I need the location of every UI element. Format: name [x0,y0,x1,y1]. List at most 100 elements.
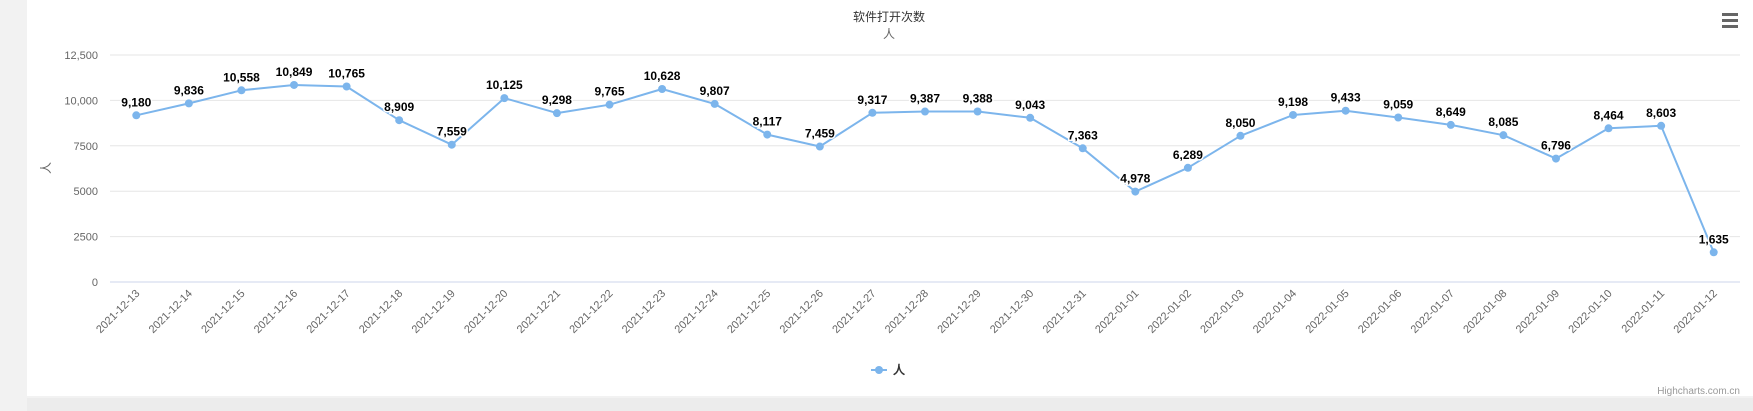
data-point[interactable] [1551,154,1560,163]
x-tick-label: 2021-12-19 [410,288,458,336]
legend-item-label: 人 [893,362,906,377]
data-point[interactable] [1078,144,1087,153]
x-tick-label: 2022-01-11 [1620,288,1668,336]
data-point[interactable] [868,108,877,117]
x-tick-label: 2021-12-21 [515,288,563,336]
legend-marker-symbol [875,366,883,374]
x-tick-label: 2022-01-10 [1566,288,1614,336]
data-label: 1,635 [1699,232,1729,246]
data-point[interactable] [1446,120,1455,129]
data-point[interactable] [552,109,561,118]
x-tick-label: 2022-01-08 [1461,288,1509,336]
x-tick-label: 2021-12-31 [1041,288,1089,336]
data-label: 4,978 [1120,172,1150,186]
data-label: 8,649 [1436,105,1466,119]
data-label: 10,628 [644,69,681,83]
data-point[interactable] [1183,163,1192,172]
data-point[interactable] [1709,248,1718,257]
chart-subtitle: 人 [883,27,895,41]
hamburger-menu-icon[interactable] [1718,10,1742,32]
data-points [132,80,1718,257]
x-tick-label: 2021-12-13 [94,288,142,336]
legend[interactable]: 人 [871,362,906,377]
data-point[interactable] [342,82,351,91]
chart-title: 软件打开次数 [853,9,925,24]
data-point[interactable] [1394,113,1403,122]
grid-layer [110,54,1740,283]
x-tick-label: 2021-12-27 [830,288,878,336]
data-point[interactable] [1289,110,1298,119]
x-tick-label: 2021-12-30 [988,288,1036,336]
y-tick-labels: 0 2500 5000 7500 10,000 12,500 [64,50,98,289]
data-label: 9,387 [910,92,940,106]
data-point[interactable] [921,107,929,116]
data-label: 8,117 [753,115,783,129]
data-label: 9,388 [963,92,993,106]
data-point[interactable] [1026,113,1035,122]
x-tick-label: 2021-12-17 [304,288,352,336]
data-point[interactable] [763,130,772,139]
x-tick-label: 2021-12-14 [147,288,195,336]
y-tick-label: 7500 [74,141,98,153]
data-label: 7,559 [437,125,467,139]
data-label: 8,909 [384,100,414,114]
data-labels: 9,180 9,836 10,558 10,849 10,765 8,909 7,559 10… [120,63,1731,247]
x-tick-label: 2021-12-26 [778,288,826,336]
data-point[interactable] [132,111,141,120]
data-point[interactable] [605,100,614,109]
y-tick-label: 0 [92,277,98,289]
data-label: 6,289 [1173,148,1203,162]
x-tick-label: 2021-12-28 [883,288,931,336]
data-point[interactable] [658,84,667,93]
data-point[interactable] [973,107,982,116]
data-point[interactable] [290,80,299,89]
x-tick-label: 2021-12-20 [462,288,510,336]
data-point[interactable] [1341,106,1350,115]
data-label: 8,603 [1646,106,1676,120]
y-tick-label: 5000 [74,186,98,198]
data-label: 9,298 [542,93,572,107]
x-tick-label: 2021-12-24 [673,288,721,336]
data-point[interactable] [1499,131,1508,140]
data-point[interactable] [395,116,404,125]
data-label: 9,836 [174,83,204,97]
x-tick-label: 2021-12-23 [620,288,668,336]
data-point[interactable] [1131,187,1140,196]
x-tick-label: 2021-12-15 [199,288,247,336]
credits-link[interactable]: Highcharts.com.cn [1657,386,1740,397]
x-tick-label: 2022-01-05 [1303,288,1351,336]
x-tick-label: 2022-01-09 [1514,288,1562,336]
data-point[interactable] [710,99,719,108]
x-tick-label: 2021-12-22 [567,288,615,336]
x-tick-label: 2022-01-03 [1198,288,1246,336]
x-tick-label: 2022-01-01 [1093,288,1141,336]
data-point[interactable] [1657,121,1666,130]
data-label: 9,198 [1278,95,1308,109]
x-tick-labels: 2021-12-13 2021-12-14 2021-12-15 2021-12-16… [94,288,1720,336]
data-point[interactable] [237,86,246,95]
y-tick-label: 2500 [74,232,98,244]
data-label: 10,849 [276,65,313,79]
x-tick-label: 2022-01-06 [1356,288,1404,336]
data-label: 10,125 [486,78,523,92]
data-point[interactable] [184,99,193,108]
data-label: 9,180 [121,95,151,109]
data-label: 9,765 [595,85,625,99]
data-label: 9,807 [700,84,730,98]
y-axis-title: 人 [39,162,53,174]
bottom-strip [27,398,1753,411]
x-tick-label: 2021-12-18 [357,288,405,336]
data-point[interactable] [1604,124,1613,133]
data-point[interactable] [447,140,456,149]
data-label: 9,043 [1015,98,1045,112]
data-point[interactable] [1236,131,1245,140]
data-point[interactable] [815,142,824,151]
data-point[interactable] [500,94,509,103]
data-label: 8,464 [1594,108,1624,122]
data-label: 7,363 [1068,128,1098,142]
data-label: 10,765 [328,67,365,81]
data-label: 7,459 [805,127,835,141]
data-label: 8,050 [1225,116,1255,130]
data-label: 9,433 [1331,91,1361,105]
